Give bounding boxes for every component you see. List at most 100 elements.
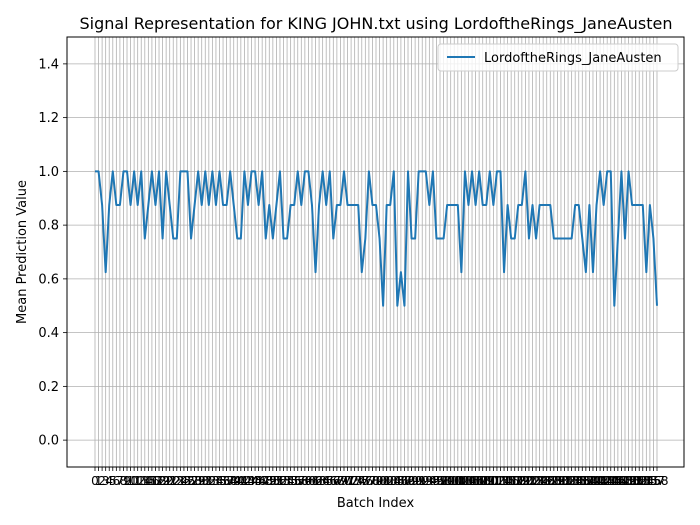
x-tick-label: 144 [596,474,619,488]
x-tick-label: 86 [393,474,408,488]
x-tick-label: 45 [247,474,262,488]
y-tick-label: 1.0 [38,165,59,180]
x-tick-label: 22 [166,474,181,488]
x-tick-label: 71 [340,474,355,488]
x-tick-label: 100 [439,474,462,488]
y-tick-label: 0.8 [38,219,59,234]
x-tick-label: 17 [148,474,163,488]
x-tick-label: 20 [158,474,173,488]
chart-title: Signal Representation for KING JOHN.txt … [79,14,672,34]
x-tick-label: 1 [95,474,103,488]
legend-label: LordoftheRings_JaneAusten [484,51,662,66]
x-tick-label: 117 [500,474,523,488]
x-tick-label: 27 [183,474,198,488]
x-tick-label: 110 [475,474,498,488]
x-tick-label: 10 [123,474,138,488]
x-tick-label: 41 [233,474,248,488]
x-tick-label: 156 [638,474,661,488]
x-tick-label: 91 [411,474,426,488]
x-tick-label: 136 [567,474,590,488]
x-tick-label: 120 [510,474,533,488]
x-tick-label: 84 [386,474,401,488]
x-tick-label: 126 [532,474,555,488]
x-tick-label: 31 [198,474,213,488]
x-tick-label: 19 [155,474,170,488]
x-tick-label: 104 [453,474,476,488]
x-tick-label: 67 [326,474,341,488]
x-tick-label: 30 [194,474,209,488]
x-tick-label: 32 [201,474,216,488]
x-tick-label: 152 [624,474,647,488]
x-tick-label: 6 [113,474,121,488]
x-tick-label: 138 [574,474,597,488]
x-tick-label: 23 [169,474,184,488]
series-lines [95,170,658,307]
x-tick-label: 72 [343,474,358,488]
x-tick-label: 52 [272,474,287,488]
x-tick-label: 92 [415,474,430,488]
x-tick-label: 107 [464,474,487,488]
x-tick-label: 133 [557,474,580,488]
y-tick-label: 1.4 [38,57,59,72]
x-tick-label: 62 [308,474,323,488]
x-tick-label: 153 [628,474,651,488]
x-tick-label: 105 [457,474,480,488]
x-tick-label: 34 [208,474,223,488]
x-tick-label: 118 [503,474,526,488]
x-tick-label: 73 [347,474,362,488]
x-tick-label: 80 [372,474,387,488]
x-tick-label: 127 [535,474,558,488]
x-tick-label: 77 [361,474,376,488]
x-tick-label: 113 [485,474,508,488]
x-tick-label: 128 [539,474,562,488]
x-tick-label: 75 [354,474,369,488]
x-tick-label: 58 [294,474,309,488]
x-tick-label: 61 [304,474,319,488]
x-tick-label: 44 [244,474,259,488]
x-tick-label: 97 [432,474,447,488]
x-tick-label: 66 [322,474,337,488]
x-tick-label: 54 [279,474,294,488]
x-tick-label: 143 [592,474,615,488]
x-tick-label: 74 [351,474,366,488]
x-tick-label: 142 [589,474,612,488]
plot-frame [66,36,685,468]
x-tick-label: 25 [176,474,191,488]
x-tick-label: 81 [375,474,390,488]
x-tick-label: 130 [546,474,569,488]
x-tick-label: 63 [311,474,326,488]
x-tick-label: 111 [478,474,501,488]
x-tick-label: 60 [301,474,316,488]
x-tick-label: 9 [123,474,131,488]
y-axis-label: Mean Prediction Value [15,180,30,324]
x-tick-label: 101 [443,474,466,488]
x-tick-label: 137 [571,474,594,488]
x-tick-label: 157 [642,474,665,488]
x-tick-label: 0 [91,474,99,488]
x-tick-label: 121 [514,474,537,488]
x-tick-label: 70 [336,474,351,488]
x-tick-label: 132 [553,474,576,488]
x-tick-label: 108 [468,474,491,488]
y-tick-label: 0.2 [38,380,59,395]
x-tick-label: 88 [400,474,415,488]
x-tick-label: 102 [446,474,469,488]
x-tick-label: 87 [397,474,412,488]
x-tick-label: 131 [550,474,573,488]
x-tick-label: 12 [130,474,145,488]
x-tick-label: 18 [151,474,166,488]
x-tick-label: 93 [418,474,433,488]
x-tick-label: 43 [240,474,255,488]
x-tick-label: 49 [262,474,277,488]
x-tick-label: 76 [358,474,373,488]
x-tick-label: 149 [614,474,637,488]
x-tick-label: 5 [109,474,117,488]
x-tick-label: 15 [141,474,156,488]
x-tick-label: 135 [564,474,587,488]
x-tick-label: 115 [493,474,516,488]
x-tick-label: 59 [297,474,312,488]
x-tick-label: 48 [258,474,273,488]
x-tick-label: 14 [137,474,152,488]
x-tick-label: 2 [98,474,106,488]
x-tick-label: 38 [223,474,238,488]
